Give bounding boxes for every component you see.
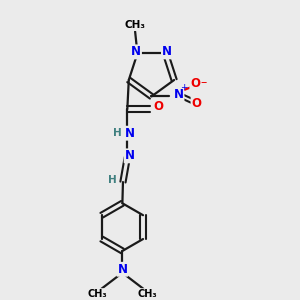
Text: N: N xyxy=(162,45,172,58)
Text: H: H xyxy=(113,128,122,138)
Text: CH₃: CH₃ xyxy=(138,289,158,299)
Text: H: H xyxy=(107,175,116,185)
Text: –: – xyxy=(200,76,207,89)
Text: N: N xyxy=(131,45,141,58)
Text: CH₃: CH₃ xyxy=(87,289,107,299)
Text: O: O xyxy=(153,100,164,113)
Text: O: O xyxy=(191,97,202,110)
Text: N: N xyxy=(173,88,184,100)
Text: N: N xyxy=(117,263,128,276)
Text: +: + xyxy=(180,83,188,92)
Text: N: N xyxy=(125,149,135,162)
Text: N: N xyxy=(125,127,135,140)
Text: CH₃: CH₃ xyxy=(124,20,145,30)
Text: O: O xyxy=(190,77,200,91)
